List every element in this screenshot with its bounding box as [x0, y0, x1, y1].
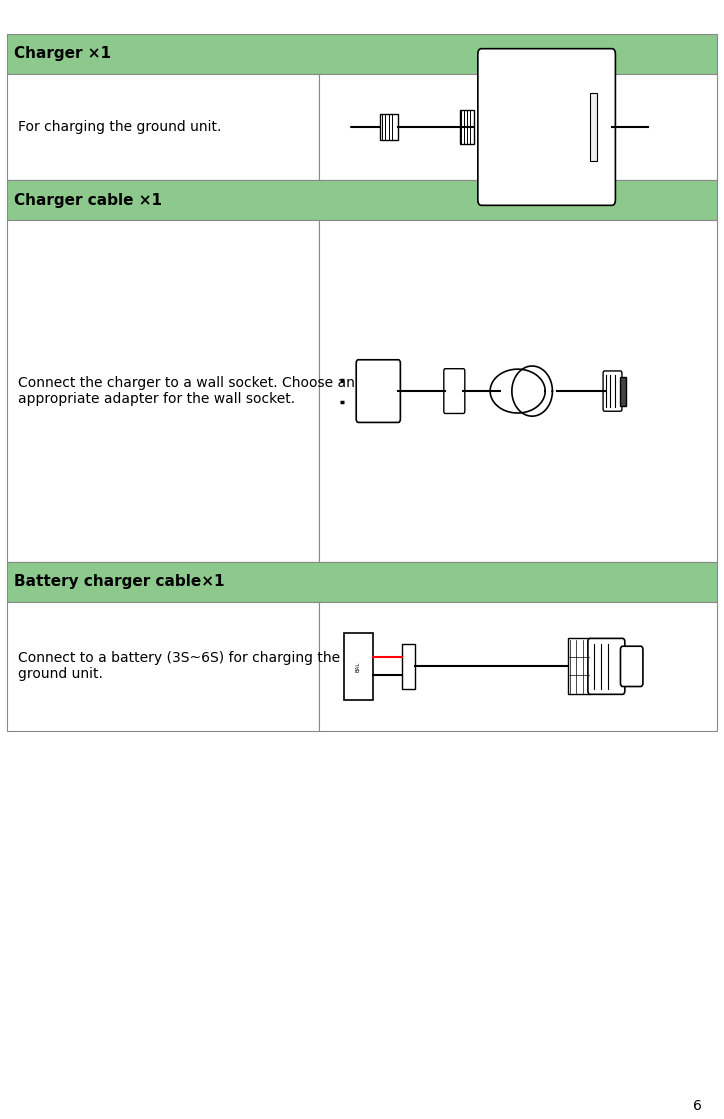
Bar [7, 562, 717, 602]
Bar [7, 74, 319, 180]
FancyBboxPatch shape [603, 372, 622, 412]
Bar [344, 633, 373, 700]
Bar [380, 114, 398, 141]
Bar [590, 94, 597, 161]
Text: BAL: BAL [356, 661, 361, 671]
FancyBboxPatch shape [620, 647, 643, 687]
FancyBboxPatch shape [444, 369, 465, 414]
Bar [7, 602, 319, 731]
Bar [319, 74, 717, 180]
Bar [402, 645, 415, 689]
Text: 6: 6 [694, 1099, 702, 1113]
FancyBboxPatch shape [478, 49, 615, 206]
Bar [460, 111, 474, 144]
Bar [620, 376, 626, 406]
FancyBboxPatch shape [356, 360, 400, 423]
Bar [568, 638, 590, 694]
Bar [319, 602, 717, 731]
Text: Charger cable ×1: Charger cable ×1 [14, 192, 162, 208]
Text: Connect to a battery (3S~6S) for charging the
ground unit.: Connect to a battery (3S~6S) for chargin… [18, 651, 340, 681]
Bar [7, 220, 319, 562]
Text: Charger ×1: Charger ×1 [14, 46, 111, 62]
FancyBboxPatch shape [588, 638, 625, 694]
Text: Battery charger cable×1: Battery charger cable×1 [14, 574, 225, 590]
Text: Connect the charger to a wall socket. Choose an
appropriate adapter for the wall: Connect the charger to a wall socket. Ch… [18, 376, 355, 406]
Text: For charging the ground unit.: For charging the ground unit. [18, 120, 222, 134]
Circle shape [492, 340, 557, 442]
Bar [319, 220, 717, 562]
Bar [7, 34, 717, 74]
Bar [7, 180, 717, 220]
